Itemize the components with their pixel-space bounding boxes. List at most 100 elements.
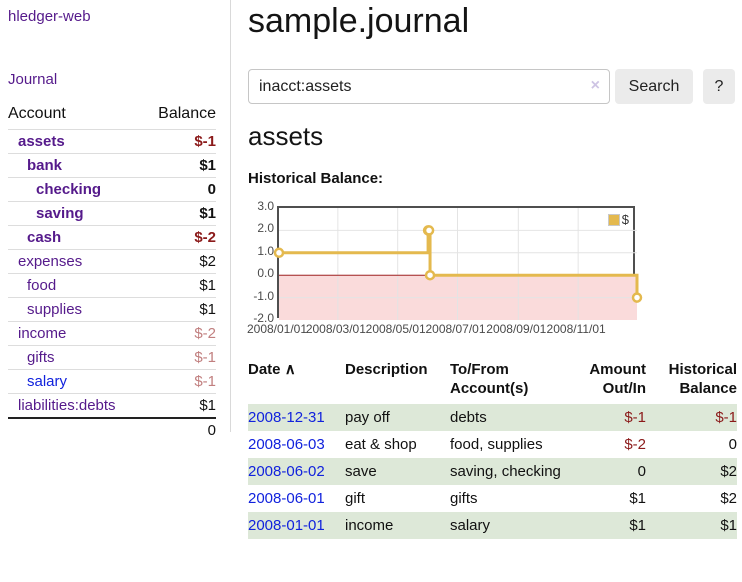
account-row-supplies: supplies $1	[8, 297, 216, 322]
account-link-cash[interactable]: cash	[27, 229, 62, 246]
account-balance-income: $-2	[143, 321, 216, 346]
account-heading: assets	[248, 121, 324, 151]
register-header-date[interactable]: Date ∧	[248, 361, 296, 378]
account-balance-food: $1	[143, 273, 216, 298]
transaction-amount: $1	[629, 517, 646, 534]
y-tick-label: 1.0	[257, 243, 274, 258]
y-tick-label: 0.0	[257, 266, 274, 281]
chart-x-axis: 2008/01/01 2008/03/01 2008/05/01 2008/07/01…	[247, 322, 635, 338]
transaction-amount: 0	[637, 463, 646, 480]
transaction-description: save	[345, 463, 377, 480]
transaction-accounts: food, supplies	[450, 436, 543, 453]
x-tick-label: 2008/07/01	[425, 322, 486, 336]
transaction-accounts: debts	[450, 409, 487, 426]
account-row-saving: saving $1	[8, 201, 216, 226]
nav-journal-link[interactable]: Journal	[8, 71, 58, 88]
sidebar: hledger-web Journal Account Balance asse…	[0, 0, 231, 442]
account-balance-saving: $1	[143, 201, 216, 226]
y-tick-label: -2.0	[253, 311, 274, 325]
search-input[interactable]	[248, 69, 610, 104]
x-tick-label: 2008/05/01	[365, 322, 426, 336]
account-link-salary[interactable]: salary	[27, 373, 68, 390]
account-balance-cash: $-2	[143, 225, 216, 250]
account-balance-bank: $1	[143, 153, 216, 178]
account-link-assets[interactable]: assets	[18, 133, 65, 150]
account-row-gifts: gifts $-1	[8, 345, 216, 370]
transaction-amount: $-1	[624, 409, 646, 426]
search-form: × Search ?	[248, 69, 742, 104]
chart-legend: $	[607, 212, 629, 227]
transaction-accounts: gifts	[450, 490, 478, 507]
accounts-total-row: 0	[8, 417, 216, 442]
transaction-balance: $2	[720, 463, 737, 480]
search-box: ×	[248, 69, 610, 104]
accounts-total-value: 0	[143, 417, 216, 442]
transaction-date-link[interactable]: 2008-06-02	[248, 463, 325, 480]
account-link-bank[interactable]: bank	[27, 157, 63, 174]
register-header-accounts: To/From Account(s)	[450, 361, 529, 397]
register-table: Date ∧ Description To/From Account(s) Am…	[248, 358, 737, 539]
legend-swatch	[607, 213, 620, 226]
account-link-food[interactable]: food	[27, 277, 57, 294]
transaction-description: income	[345, 517, 394, 534]
transaction-description: pay off	[345, 409, 390, 426]
account-link-income[interactable]: income	[18, 325, 67, 342]
search-button[interactable]: Search	[615, 69, 693, 104]
account-link-expenses[interactable]: expenses	[18, 253, 83, 270]
transaction-date-link[interactable]: 2008-01-01	[248, 517, 325, 534]
chart-canvas	[273, 208, 643, 320]
y-tick-label: -1.0	[253, 288, 274, 303]
register-row: 2008-06-02 save saving, checking 0 $2	[248, 458, 737, 485]
account-row-bank: bank $1	[8, 153, 216, 178]
account-balance-liabilities-debts: $1	[143, 393, 216, 418]
brand-link[interactable]: hledger-web	[8, 8, 91, 25]
transaction-accounts: salary	[450, 517, 491, 534]
x-tick-label: 2008/01/01	[246, 322, 308, 336]
register-row: 2008-06-01 gift gifts $1 $2	[248, 485, 737, 512]
account-balance-expenses: $2	[143, 249, 216, 274]
account-link-supplies[interactable]: supplies	[27, 301, 83, 318]
register-row: 2008-06-03 eat & shop food, supplies $-2…	[248, 431, 737, 458]
transaction-balance: $2	[720, 490, 737, 507]
transaction-date-link[interactable]: 2008-12-31	[248, 409, 325, 426]
account-link-gifts[interactable]: gifts	[27, 349, 55, 366]
account-link-checking[interactable]: checking	[36, 181, 102, 198]
account-balance-assets: $-1	[194, 133, 216, 150]
sort-ascending-icon: ∧	[284, 361, 296, 378]
account-row-expenses: expenses $2	[8, 249, 216, 274]
account-link-saving[interactable]: saving	[36, 205, 84, 222]
transaction-balance: 0	[728, 436, 737, 453]
accounts-header-balance: Balance	[143, 100, 216, 130]
account-balance-salary: $-1	[143, 369, 216, 394]
transaction-description: gift	[345, 490, 366, 507]
register-row: 2008-12-31 pay off debts $-1 $-1	[248, 404, 737, 431]
chart-title: Historical Balance:	[248, 170, 384, 187]
account-row-liabilities-debts: liabilities:debts $1	[8, 393, 216, 418]
transaction-accounts: saving, checking	[450, 463, 561, 480]
accounts-table: Account Balance assets $-1 bank $1 check…	[8, 100, 216, 442]
account-row-checking: checking 0	[8, 177, 216, 202]
transaction-date-link[interactable]: 2008-06-01	[248, 490, 325, 507]
clear-search-icon[interactable]: ×	[590, 77, 600, 94]
accounts-header-account: Account	[8, 100, 144, 130]
transaction-balance: $1	[720, 517, 737, 534]
transaction-amount: $-2	[624, 436, 646, 453]
register-header-balance: Historical Balance	[668, 361, 737, 397]
account-balance-checking: 0	[143, 177, 216, 202]
account-row-cash: cash $-2	[8, 225, 216, 250]
account-link-liabilities-debts[interactable]: liabilities:debts	[18, 397, 116, 414]
x-tick-label: 2008/03/01	[305, 322, 366, 336]
register-header-row: Date ∧ Description To/From Account(s) Am…	[248, 358, 737, 404]
transaction-amount: $1	[629, 490, 646, 507]
x-tick-label: 2008/09/01	[486, 322, 547, 336]
chart-y-axis: 3.0 2.0 1.0 0.0 -1.0 -2.0	[248, 199, 274, 325]
register-header-description: Description	[345, 361, 428, 378]
transaction-date-link[interactable]: 2008-06-03	[248, 436, 325, 453]
account-row-food: food $1	[8, 273, 216, 298]
register-row: 2008-01-01 income salary $1 $1	[248, 512, 737, 539]
help-button[interactable]: ?	[703, 69, 735, 104]
y-tick-label: 3.0	[257, 199, 274, 213]
transaction-balance: $-1	[715, 409, 737, 426]
balance-chart-plot-area[interactable]: $	[273, 206, 643, 320]
y-tick-label: 2.0	[257, 221, 274, 236]
